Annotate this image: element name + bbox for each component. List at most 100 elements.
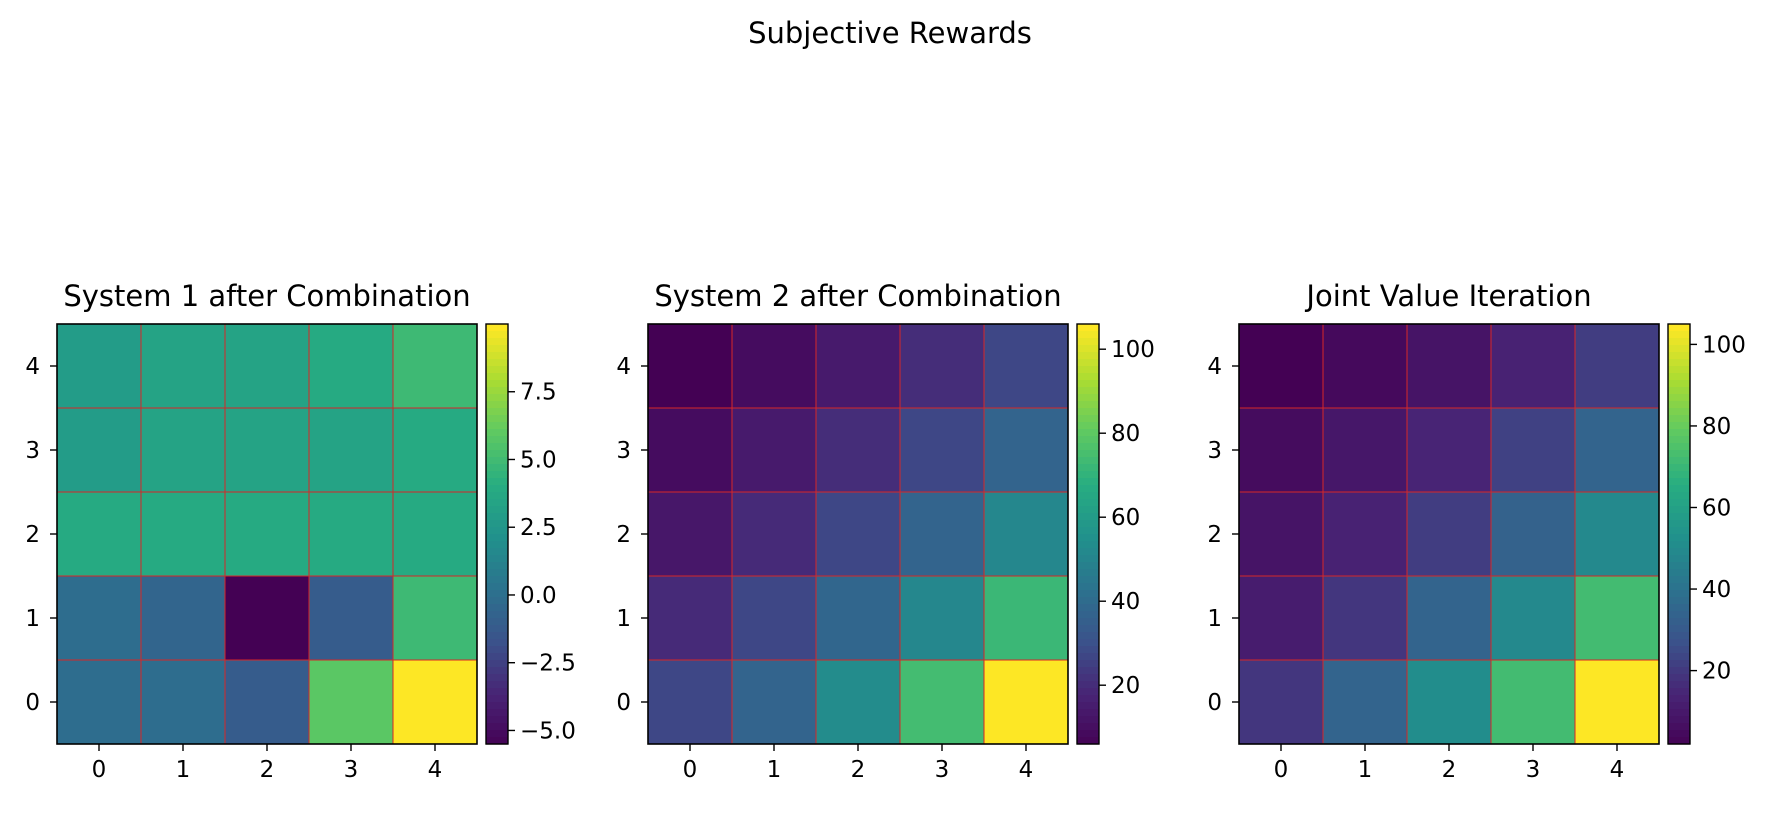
panel-2-colorbar-segment-17 [1077,443,1099,451]
panel-3-colorbar-segment-51 [1668,681,1690,689]
panel-3-cell-x1-y0 [1322,659,1408,745]
panel-2-cell-x1-y3 [731,407,817,493]
panel-3-cell-x2-y1 [1406,575,1492,661]
panel-3-cell-x0-y0 [1238,659,1324,745]
panel-2-colorbar-tick-label-0: 20 [1111,673,1140,699]
panel-1-colorbar-segment-15 [486,429,508,437]
panel-3-cell-x4-y0 [1574,659,1660,745]
panel-1-cell-x3-y4 [308,323,394,409]
panel-2-colorbar-segment-59 [1077,737,1099,745]
panel-2-cell-x0-y4 [647,323,733,409]
panel-2-colorbar-segment-30 [1077,534,1099,542]
panel-3-colorbar-segment-49 [1668,667,1690,675]
panel-1-colorbar-segment-18 [486,450,508,458]
panel-1-colorbar-segment-12 [486,408,508,416]
panel-2-title: System 2 after Combination [654,279,1061,313]
panel-3-colorbar-segment-35 [1668,569,1690,577]
panel-1-cell-x4-y2 [392,491,478,577]
panel-2-colorbar-segment-13 [1077,415,1099,423]
panel-2-colorbar-segment-54 [1077,702,1099,710]
panel-2-colorbar-segment-18 [1077,450,1099,458]
panel-1-colorbar-segment-58 [486,730,508,738]
panel-3-colorbar-segment-54 [1668,702,1690,710]
panel-3-cell-x4-y1 [1574,575,1660,661]
panel-1-cell-x1-y1 [140,575,226,661]
panel-1-colorbar-segment-43 [486,625,508,633]
panel-1-ytick-label-4: 4 [25,354,40,380]
panel-3-colorbar-segment-8 [1668,380,1690,388]
panel-3-colorbar-segment-15 [1668,429,1690,437]
panel-3-cell-x4-y3 [1574,407,1660,493]
panel-3-colorbar-segment-17 [1668,443,1690,451]
panel-1-colorbar-segment-59 [486,737,508,745]
panel-3-colorbar-tick-label-0: 20 [1702,659,1731,685]
panel-2-colorbar-segment-20 [1077,464,1099,472]
panel-2-colorbar-segment-44 [1077,632,1099,640]
panel-1-cell-x1-y0 [140,659,226,745]
panel-3-xtick-label-3: 3 [1526,757,1541,783]
panel-3-colorbar-segment-39 [1668,597,1690,605]
panel-2-cell-x1-y4 [731,323,817,409]
panel-2-colorbar-segment-49 [1077,667,1099,675]
panel-1-colorbar-segment-48 [486,660,508,668]
panel-3-colorbar-segment-20 [1668,464,1690,472]
panel-2-cell-x4-y0 [983,659,1069,745]
panel-2-colorbar-segment-55 [1077,709,1099,717]
panel-1-xtick-label-1: 1 [176,757,191,783]
panel-2-colorbar-segment-4 [1077,352,1099,360]
panel-3-ytick-label-2: 2 [1207,522,1222,548]
panel-1-ytick-label-0: 0 [25,690,40,716]
panel-1-cell-x0-y1 [56,575,142,661]
panel-3-colorbar-segment-53 [1668,695,1690,703]
panel-3-colorbar-segment-40 [1668,604,1690,612]
panel-1-colorbar-segment-10 [486,394,508,402]
panel-3-colorbar-segment-7 [1668,373,1690,381]
panel-3-colorbar-segment-0 [1668,324,1690,332]
panel-3-xtick-label-0: 0 [1274,757,1289,783]
panel-1-cell-x4-y4 [392,323,478,409]
panel-2-cell-x4-y3 [983,407,1069,493]
panel-3-cell-x3-y2 [1490,491,1576,577]
panel-1-colorbar-segment-51 [486,681,508,689]
panel-1-cell-x4-y0 [392,659,478,745]
panel-3-ytick-label-1: 1 [1207,606,1222,632]
panel-2-colorbar-segment-51 [1077,681,1099,689]
panel-1-cell-x4-y1 [392,575,478,661]
panel-2-colorbar-segment-22 [1077,478,1099,486]
panel-3-colorbar-segment-57 [1668,723,1690,731]
panel-1-colorbar-segment-28 [486,520,508,528]
panel-1-colorbar-segment-17 [486,443,508,451]
panel-2-xtick-label-1: 1 [767,757,782,783]
panel-2-colorbar-segment-53 [1077,695,1099,703]
panel-1-colorbar-segment-34 [486,562,508,570]
panel-1-cell-x4-y3 [392,407,478,493]
panel-2-colorbar-segment-0 [1077,324,1099,332]
panel-2-colorbar-segment-34 [1077,562,1099,570]
panel-2-colorbar-segment-3 [1077,345,1099,353]
panel-2-colorbar-segment-27 [1077,513,1099,521]
panel-3-colorbar-segment-5 [1668,359,1690,367]
panel-3-colorbar-segment-21 [1668,471,1690,479]
panel-3-colorbar-segment-34 [1668,562,1690,570]
panel-3-colorbar-tick-label-2: 60 [1702,495,1731,521]
panel-2-colorbar-segment-21 [1077,471,1099,479]
panel-2-colorbar-segment-5 [1077,359,1099,367]
panel-2-cell-x3-y3 [899,407,985,493]
panel-2-colorbar-segment-41 [1077,611,1099,619]
panel-1-colorbar-segment-31 [486,541,508,549]
panel-3-colorbar-segment-44 [1668,632,1690,640]
panel-2-cell-x0-y0 [647,659,733,745]
panel-1-colorbar-segment-21 [486,471,508,479]
panel-3-colorbar-tick-label-1: 40 [1702,577,1731,603]
panel-3-colorbar-segment-41 [1668,611,1690,619]
panel-2-colorbar-segment-50 [1077,674,1099,682]
panel-1-cell-x2-y0 [224,659,310,745]
panel-2-ytick-label-4: 4 [616,354,631,380]
panel-2-xtick-label-0: 0 [683,757,698,783]
panel-3-colorbar-segment-2 [1668,338,1690,346]
panel-3-cell-x4-y4 [1574,323,1660,409]
panel-3-colorbar-segment-12 [1668,408,1690,416]
panel-1-cell-x1-y3 [140,407,226,493]
panel-1-colorbar-segment-11 [486,401,508,409]
